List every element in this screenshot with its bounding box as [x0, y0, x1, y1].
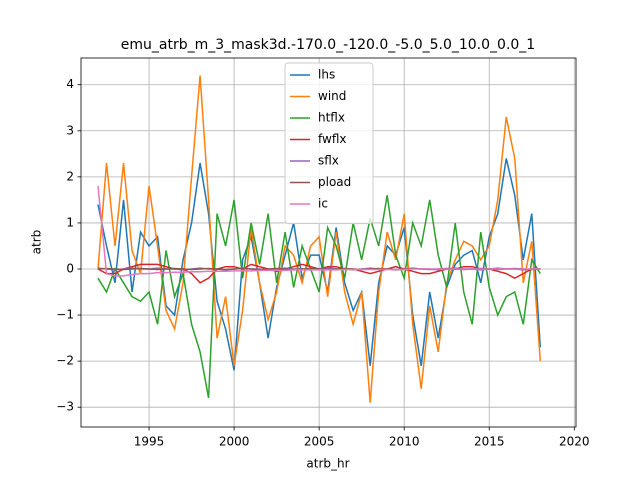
series-line	[97, 158, 542, 371]
y-axis-label: atrb	[30, 230, 44, 255]
series-line	[97, 195, 541, 399]
x-tick-label: 2015	[474, 435, 505, 449]
y-tick-label: 0	[66, 261, 74, 275]
legend-label: pload	[318, 175, 351, 189]
legend-label: sflx	[318, 154, 339, 168]
y-tick-label: 3	[66, 123, 74, 137]
y-tick-label: 1	[66, 215, 74, 229]
legend-label: wind	[318, 89, 346, 103]
x-tick-label: 1995	[134, 435, 165, 449]
x-tick-label: 2010	[389, 435, 420, 449]
plot-frame	[80, 57, 577, 428]
y-tick-label: 2	[66, 169, 74, 183]
y-tick-label: 4	[66, 77, 74, 91]
y-tick-label: −1	[56, 308, 74, 322]
legend-label: lhs	[318, 68, 335, 82]
legend-label: ic	[318, 197, 328, 211]
chart-title: emu_atrb_m_3_mask3d.-170.0_-120.0_-5.0_5…	[121, 37, 535, 53]
x-tick-label: 2020	[559, 435, 590, 449]
legend-label: htflx	[318, 111, 345, 125]
y-tick-label: −3	[56, 400, 74, 414]
series-line	[97, 185, 541, 277]
series-line	[97, 75, 542, 403]
legend-label: fwflx	[318, 132, 347, 146]
x-axis-label: atrb_hr	[306, 457, 349, 471]
x-tick-label: 2005	[304, 435, 335, 449]
legend-box	[284, 62, 374, 224]
y-tick-label: −2	[56, 354, 74, 368]
x-tick-label: 2000	[219, 435, 250, 449]
